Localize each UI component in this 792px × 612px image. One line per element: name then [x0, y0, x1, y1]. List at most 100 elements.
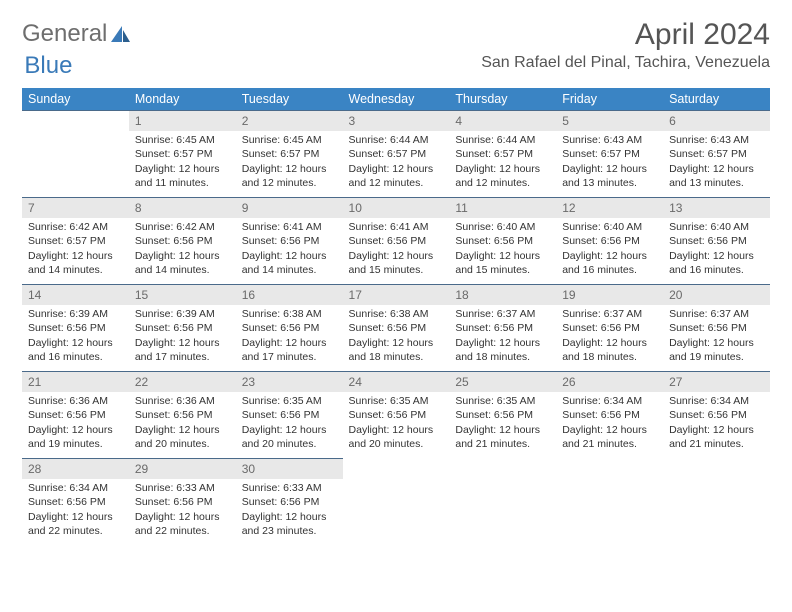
day-number: 4 [449, 111, 556, 131]
day-details: Sunrise: 6:45 AM Sunset: 6:57 PM Dayligh… [129, 131, 236, 194]
day-details: Sunrise: 6:39 AM Sunset: 6:56 PM Dayligh… [22, 305, 129, 368]
day-number: 12 [556, 198, 663, 218]
day-details: Sunrise: 6:39 AM Sunset: 6:56 PM Dayligh… [129, 305, 236, 368]
day-cell: 8Sunrise: 6:42 AM Sunset: 6:56 PM Daylig… [129, 198, 236, 285]
day-cell: 18Sunrise: 6:37 AM Sunset: 6:56 PM Dayli… [449, 285, 556, 372]
day-cell: 1Sunrise: 6:45 AM Sunset: 6:57 PM Daylig… [129, 111, 236, 198]
day-details: Sunrise: 6:40 AM Sunset: 6:56 PM Dayligh… [663, 218, 770, 281]
day-cell: 3Sunrise: 6:44 AM Sunset: 6:57 PM Daylig… [343, 111, 450, 198]
day-number: 18 [449, 285, 556, 305]
day-number: 27 [663, 372, 770, 392]
day-cell: 9Sunrise: 6:41 AM Sunset: 6:56 PM Daylig… [236, 198, 343, 285]
day-number: 3 [343, 111, 450, 131]
day-details: Sunrise: 6:37 AM Sunset: 6:56 PM Dayligh… [556, 305, 663, 368]
day-details: Sunrise: 6:33 AM Sunset: 6:56 PM Dayligh… [236, 479, 343, 542]
day-details: Sunrise: 6:44 AM Sunset: 6:57 PM Dayligh… [449, 131, 556, 194]
day-cell: 10Sunrise: 6:41 AM Sunset: 6:56 PM Dayli… [343, 198, 450, 285]
day-cell: 13Sunrise: 6:40 AM Sunset: 6:56 PM Dayli… [663, 198, 770, 285]
day-details: Sunrise: 6:35 AM Sunset: 6:56 PM Dayligh… [343, 392, 450, 455]
day-cell: 17Sunrise: 6:38 AM Sunset: 6:56 PM Dayli… [343, 285, 450, 372]
day-number: 5 [556, 111, 663, 131]
logo-text-2: Blue [24, 52, 72, 80]
title-block: April 2024 San Rafael del Pinal, Tachira… [481, 18, 770, 72]
day-cell: 29Sunrise: 6:33 AM Sunset: 6:56 PM Dayli… [129, 459, 236, 546]
day-number: 9 [236, 198, 343, 218]
day-details: Sunrise: 6:34 AM Sunset: 6:56 PM Dayligh… [663, 392, 770, 455]
day-header: Saturday [663, 88, 770, 111]
day-number: 28 [22, 459, 129, 479]
day-cell: 7Sunrise: 6:42 AM Sunset: 6:57 PM Daylig… [22, 198, 129, 285]
day-details: Sunrise: 6:44 AM Sunset: 6:57 PM Dayligh… [343, 131, 450, 194]
location-subtitle: San Rafael del Pinal, Tachira, Venezuela [481, 54, 770, 72]
day-details: Sunrise: 6:34 AM Sunset: 6:56 PM Dayligh… [22, 479, 129, 542]
day-header: Wednesday [343, 88, 450, 111]
week-row: 7Sunrise: 6:42 AM Sunset: 6:57 PM Daylig… [22, 198, 770, 285]
day-cell: 6Sunrise: 6:43 AM Sunset: 6:57 PM Daylig… [663, 111, 770, 198]
day-cell [343, 459, 450, 546]
day-number: 2 [236, 111, 343, 131]
day-details: Sunrise: 6:35 AM Sunset: 6:56 PM Dayligh… [449, 392, 556, 455]
day-number: 23 [236, 372, 343, 392]
day-number: 11 [449, 198, 556, 218]
day-details: Sunrise: 6:41 AM Sunset: 6:56 PM Dayligh… [236, 218, 343, 281]
day-details: Sunrise: 6:42 AM Sunset: 6:57 PM Dayligh… [22, 218, 129, 281]
day-number: 14 [22, 285, 129, 305]
day-details: Sunrise: 6:37 AM Sunset: 6:56 PM Dayligh… [449, 305, 556, 368]
day-number: 7 [22, 198, 129, 218]
month-title: April 2024 [481, 18, 770, 52]
day-number: 6 [663, 111, 770, 131]
day-details: Sunrise: 6:43 AM Sunset: 6:57 PM Dayligh… [663, 131, 770, 194]
day-header: Thursday [449, 88, 556, 111]
day-number: 1 [129, 111, 236, 131]
logo-text-1: General [22, 20, 107, 48]
day-header: Sunday [22, 88, 129, 111]
day-number: 19 [556, 285, 663, 305]
day-cell: 4Sunrise: 6:44 AM Sunset: 6:57 PM Daylig… [449, 111, 556, 198]
day-number: 22 [129, 372, 236, 392]
day-number: 8 [129, 198, 236, 218]
day-cell: 27Sunrise: 6:34 AM Sunset: 6:56 PM Dayli… [663, 372, 770, 459]
day-details [343, 479, 450, 485]
day-number: 30 [236, 459, 343, 479]
day-details [22, 131, 129, 137]
day-header: Friday [556, 88, 663, 111]
day-details: Sunrise: 6:37 AM Sunset: 6:56 PM Dayligh… [663, 305, 770, 368]
calendar-table: Sunday Monday Tuesday Wednesday Thursday… [22, 88, 770, 545]
day-number: 17 [343, 285, 450, 305]
day-number: 25 [449, 372, 556, 392]
day-cell: 16Sunrise: 6:38 AM Sunset: 6:56 PM Dayli… [236, 285, 343, 372]
day-cell: 11Sunrise: 6:40 AM Sunset: 6:56 PM Dayli… [449, 198, 556, 285]
day-number: 16 [236, 285, 343, 305]
day-details: Sunrise: 6:34 AM Sunset: 6:56 PM Dayligh… [556, 392, 663, 455]
day-cell [449, 459, 556, 546]
day-cell: 22Sunrise: 6:36 AM Sunset: 6:56 PM Dayli… [129, 372, 236, 459]
day-cell: 14Sunrise: 6:39 AM Sunset: 6:56 PM Dayli… [22, 285, 129, 372]
day-cell: 2Sunrise: 6:45 AM Sunset: 6:57 PM Daylig… [236, 111, 343, 198]
day-details [556, 479, 663, 485]
day-cell: 24Sunrise: 6:35 AM Sunset: 6:56 PM Dayli… [343, 372, 450, 459]
day-details: Sunrise: 6:36 AM Sunset: 6:56 PM Dayligh… [129, 392, 236, 455]
day-details [663, 479, 770, 485]
day-header: Monday [129, 88, 236, 111]
day-cell: 23Sunrise: 6:35 AM Sunset: 6:56 PM Dayli… [236, 372, 343, 459]
day-cell: 19Sunrise: 6:37 AM Sunset: 6:56 PM Dayli… [556, 285, 663, 372]
day-details: Sunrise: 6:35 AM Sunset: 6:56 PM Dayligh… [236, 392, 343, 455]
day-details: Sunrise: 6:41 AM Sunset: 6:56 PM Dayligh… [343, 218, 450, 281]
day-details: Sunrise: 6:40 AM Sunset: 6:56 PM Dayligh… [449, 218, 556, 281]
day-details: Sunrise: 6:42 AM Sunset: 6:56 PM Dayligh… [129, 218, 236, 281]
day-number: 15 [129, 285, 236, 305]
day-cell: 20Sunrise: 6:37 AM Sunset: 6:56 PM Dayli… [663, 285, 770, 372]
day-details [449, 479, 556, 485]
day-details: Sunrise: 6:45 AM Sunset: 6:57 PM Dayligh… [236, 131, 343, 194]
week-row: 28Sunrise: 6:34 AM Sunset: 6:56 PM Dayli… [22, 459, 770, 546]
day-number: 24 [343, 372, 450, 392]
day-cell [663, 459, 770, 546]
day-number: 26 [556, 372, 663, 392]
week-row: 14Sunrise: 6:39 AM Sunset: 6:56 PM Dayli… [22, 285, 770, 372]
day-header: Tuesday [236, 88, 343, 111]
week-row: 21Sunrise: 6:36 AM Sunset: 6:56 PM Dayli… [22, 372, 770, 459]
day-number: 29 [129, 459, 236, 479]
day-cell [22, 111, 129, 198]
day-cell: 25Sunrise: 6:35 AM Sunset: 6:56 PM Dayli… [449, 372, 556, 459]
day-number: 20 [663, 285, 770, 305]
